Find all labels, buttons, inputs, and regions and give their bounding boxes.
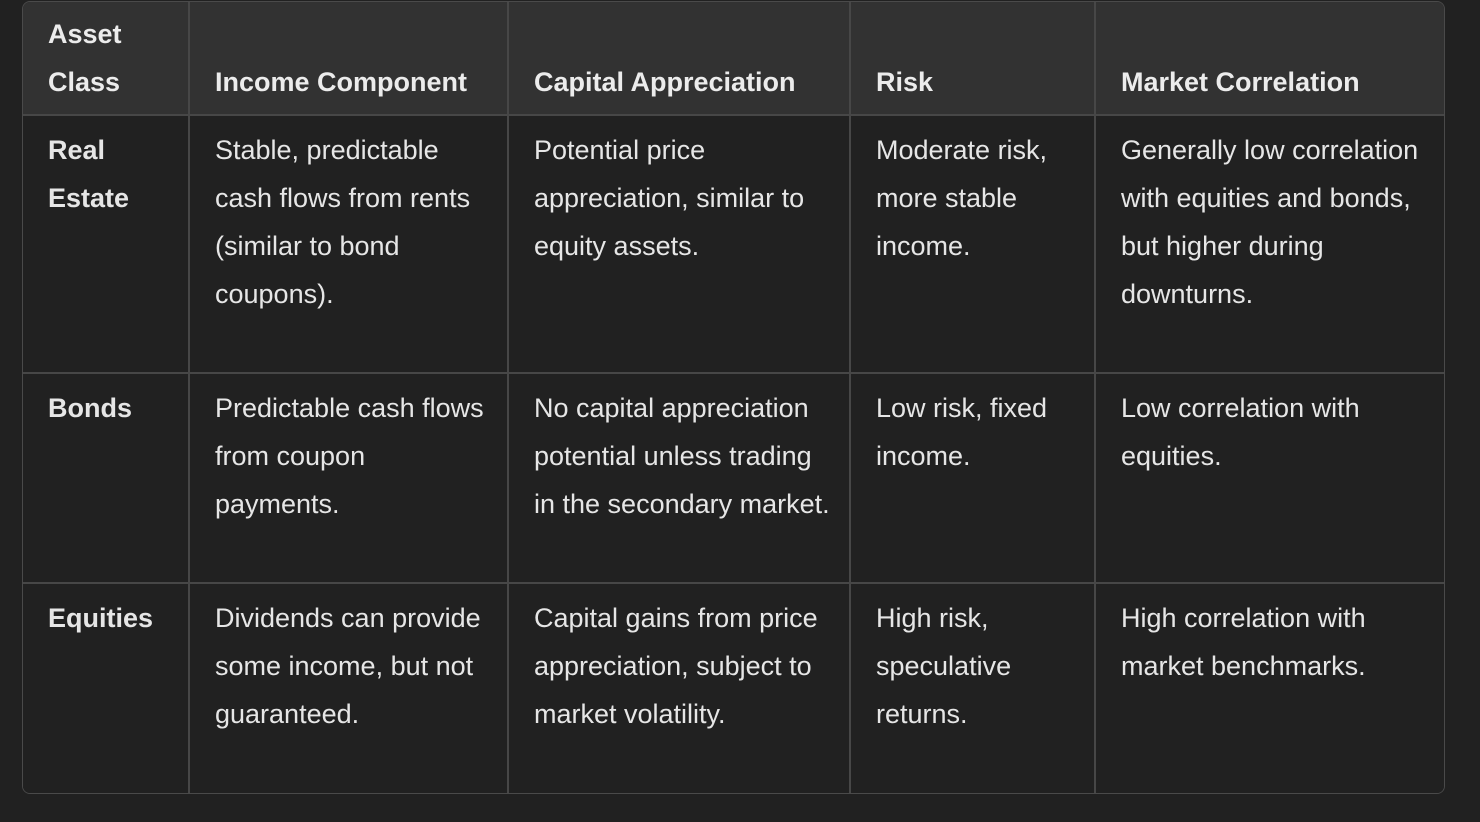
header-row: Asset Class Income Component Capital App… [23,2,1444,116]
cell-risk: High risk, speculative returns. [850,583,1096,793]
cell-asset-class: Bonds [23,373,190,584]
cell-asset-class: Equities [23,583,190,793]
header-market-correlation: Market Correlation [1095,2,1444,116]
cell-capital-appreciation: No capital appreciation potential unless… [508,373,851,584]
cell-income-component: Predictable cash flows from coupon payme… [189,373,509,584]
header-risk: Risk [850,2,1096,116]
table-body: Real Estate Stable, predictable cash flo… [23,115,1444,793]
header-capital-appreciation: Capital Appreciation [508,2,851,116]
cell-capital-appreciation: Capital gains from price appreciation, s… [508,583,851,793]
asset-class-comparison-table: Asset Class Income Component Capital App… [23,2,1444,793]
table-row: Real Estate Stable, predictable cash flo… [23,115,1444,374]
header-income-component: Income Component [189,2,509,116]
cell-risk: Low risk, fixed income. [850,373,1096,584]
cell-market-correlation: Generally low correlation with equities … [1095,115,1444,374]
header-asset-class: Asset Class [23,2,190,116]
cell-income-component: Stable, predictable cash flows from rent… [189,115,509,374]
cell-market-correlation: Low correlation with equities. [1095,373,1444,584]
cell-risk: Moderate risk, more stable income. [850,115,1096,374]
table-row: Bonds Predictable cash flows from coupon… [23,373,1444,584]
cell-market-correlation: High correlation with market benchmarks. [1121,603,1366,681]
table-header: Asset Class Income Component Capital App… [23,2,1444,116]
cell-income-component: Dividends can provide some income, but n… [189,583,509,793]
comparison-table-container: Asset Class Income Component Capital App… [22,1,1445,794]
cell-asset-class: Real Estate [23,115,190,374]
table-row: Equities Dividends can provide some inco… [23,583,1444,793]
cell-capital-appreciation: Potential price appreciation, similar to… [508,115,851,374]
